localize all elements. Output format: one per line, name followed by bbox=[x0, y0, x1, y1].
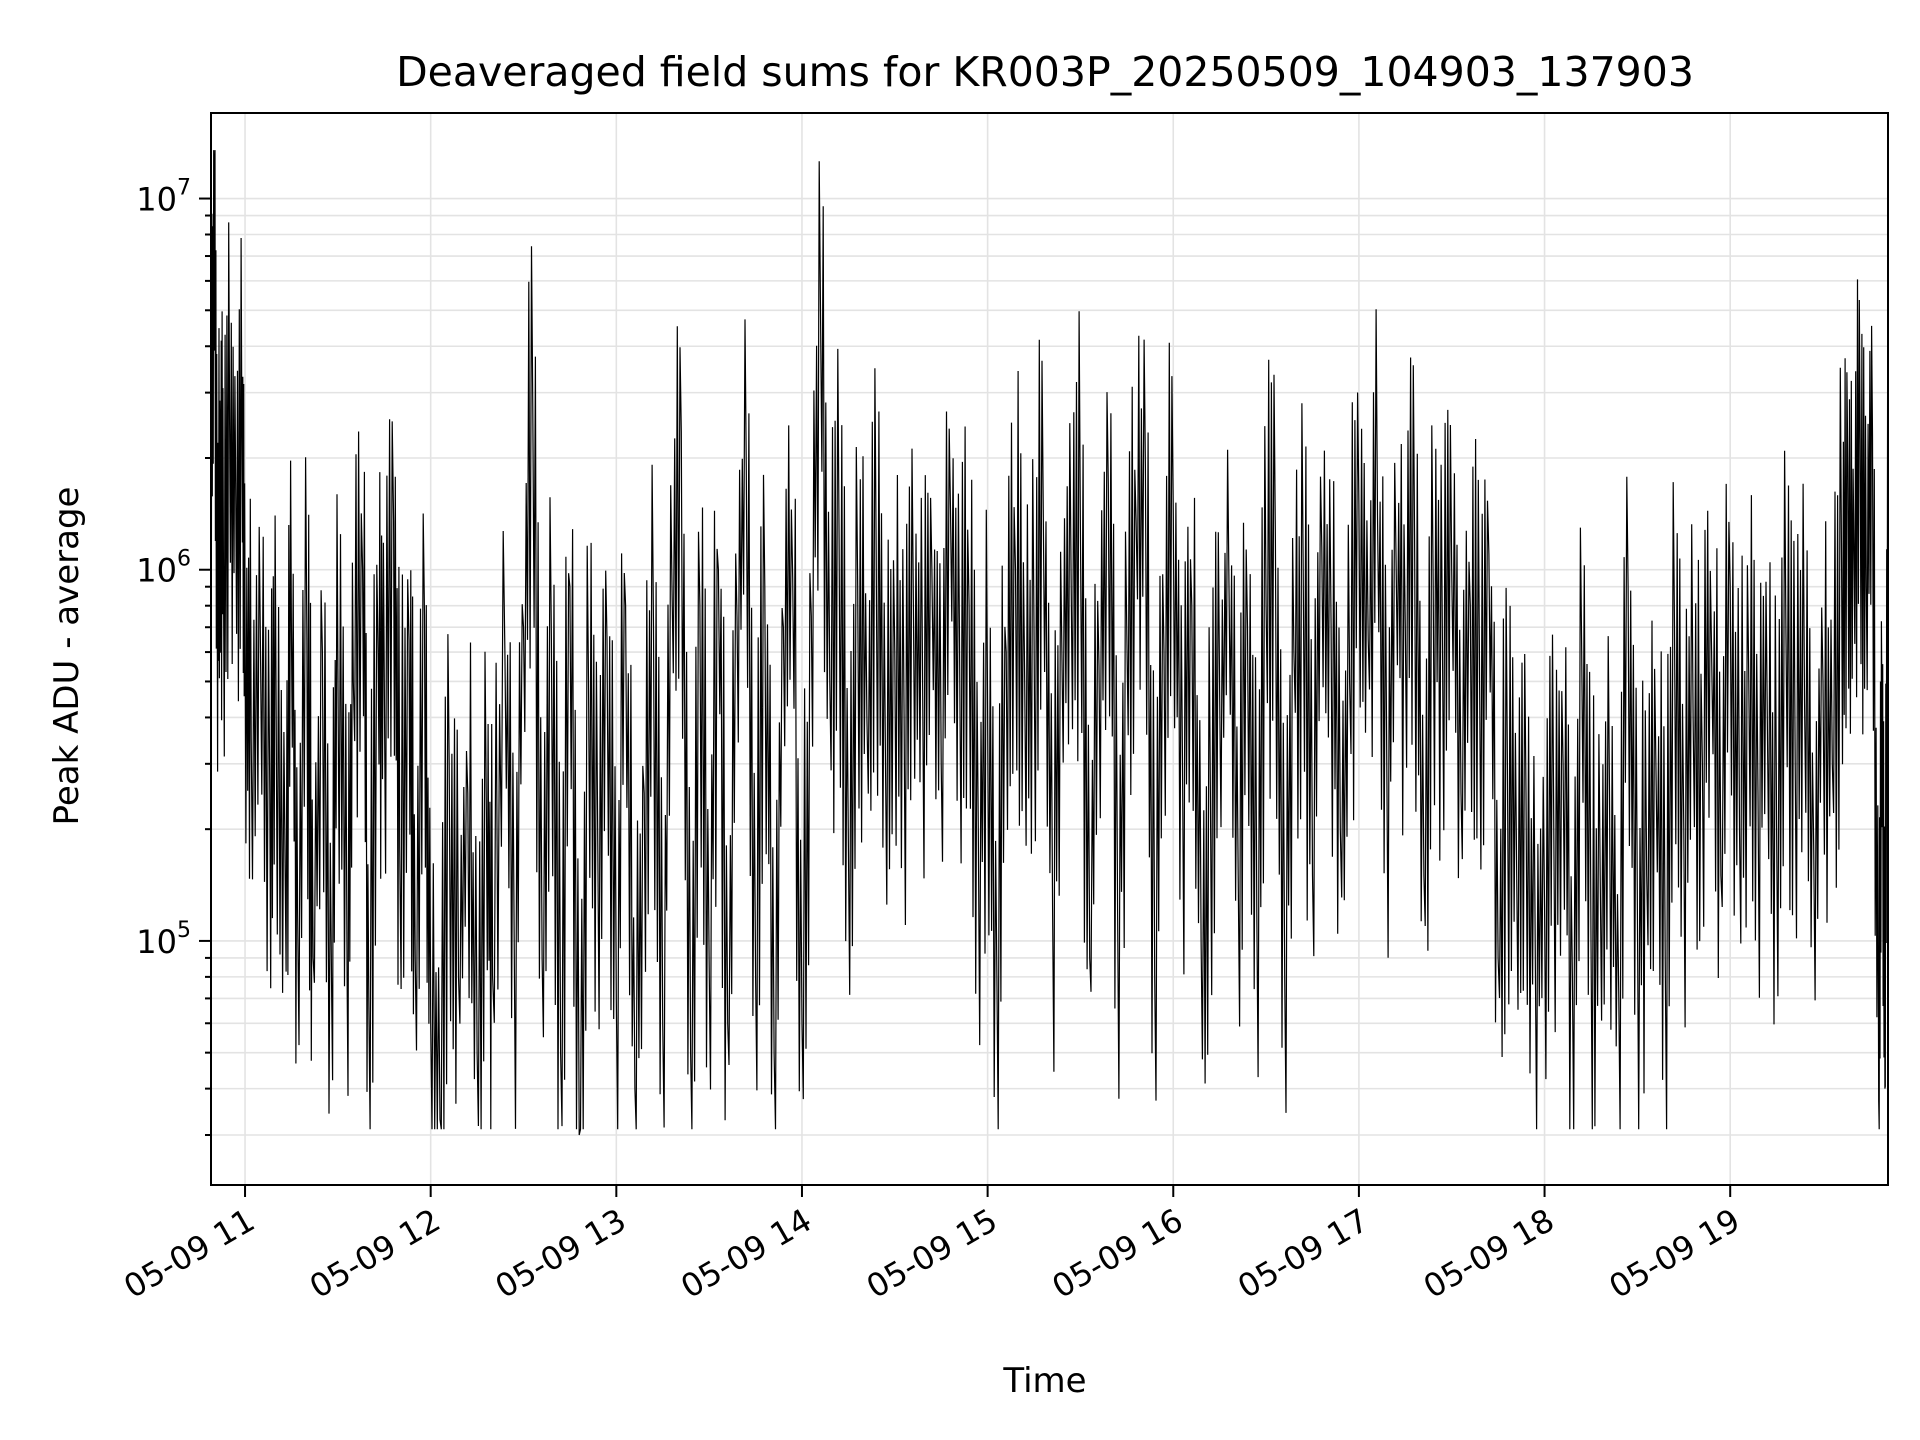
x-tick-label: 05-09 19 bbox=[1603, 1201, 1747, 1306]
y-axis-ticks: 105 106 107 bbox=[136, 176, 211, 1137]
series-line-peak-adu bbox=[210, 150, 1889, 1136]
x-tick-label: 05-09 13 bbox=[489, 1201, 633, 1306]
chart-title: Deaveraged field sums for KR003P_2025050… bbox=[396, 48, 1694, 96]
plot-frame bbox=[210, 112, 1889, 1186]
y-tick-label: 107 bbox=[136, 176, 191, 219]
y-tick-label: 105 bbox=[136, 918, 191, 961]
y-tick-label: 106 bbox=[136, 547, 191, 590]
x-tick-label: 05-09 14 bbox=[674, 1201, 818, 1306]
x-tick-label: 05-09 16 bbox=[1046, 1201, 1190, 1306]
x-tick-label: 05-09 11 bbox=[117, 1201, 261, 1306]
x-axis-ticks: 05-09 11 05-09 12 05-09 13 05-09 14 05-09 15… bbox=[117, 1185, 1746, 1306]
grid-lines bbox=[211, 113, 1888, 1185]
x-tick-label: 05-09 12 bbox=[303, 1201, 447, 1306]
x-axis-label: Time bbox=[1002, 1361, 1086, 1401]
y-axis-label: Peak ADU - average bbox=[47, 487, 87, 826]
x-tick-label: 05-09 15 bbox=[860, 1201, 1004, 1306]
x-tick-label: 05-09 18 bbox=[1417, 1201, 1561, 1306]
x-tick-label: 05-09 17 bbox=[1231, 1201, 1375, 1306]
